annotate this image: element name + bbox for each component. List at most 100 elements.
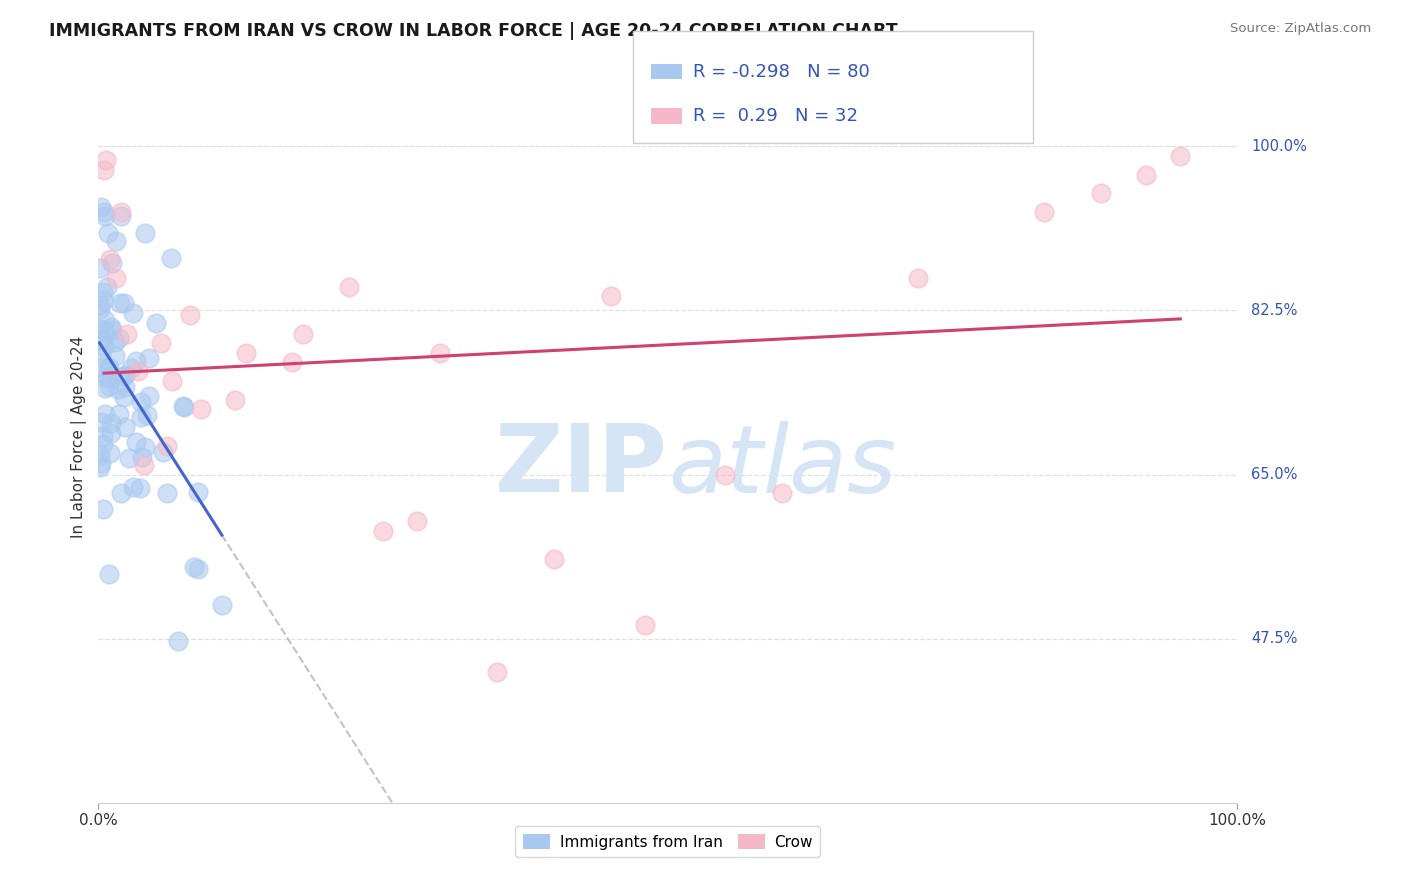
Point [91,285,114,300]
Point [108,407,131,421]
Point [112,296,135,310]
Text: 100.0%: 100.0% [1251,139,1306,154]
Point [131,450,153,464]
Point [714,467,737,482]
Point [104,234,127,248]
Point [187,562,209,576]
Point [129,394,152,409]
Point [127,364,149,378]
Point [1135,168,1157,182]
Point [104,270,127,285]
Point [97,378,120,392]
Point [162,374,184,388]
Point [173,400,195,414]
Point [89,322,111,336]
Point [96,371,118,385]
Point [96,280,118,294]
Point [156,440,179,454]
Point [187,485,209,500]
Point [406,515,429,529]
Point [110,205,132,219]
Point [1090,186,1112,201]
Point [114,420,136,434]
Point [112,368,135,383]
Y-axis label: In Labor Force | Age 20-24: In Labor Force | Age 20-24 [72,336,87,538]
Point [94,210,117,224]
Point [89,332,111,346]
Point [122,306,145,320]
Point [156,486,179,500]
Text: IMMIGRANTS FROM IRAN VS CROW IN LABOR FORCE | AGE 20-24 CORRELATION CHART: IMMIGRANTS FROM IRAN VS CROW IN LABOR FO… [49,22,898,40]
Point [132,458,155,473]
Point [108,296,131,310]
Point [110,209,132,223]
Point [1032,205,1054,219]
Point [97,370,120,384]
Point [152,445,174,459]
Point [172,399,194,413]
Text: R =  0.29   N = 32: R = 0.29 N = 32 [693,107,858,125]
Point [100,426,122,441]
Point [93,381,115,395]
Point [118,450,141,465]
Point [91,333,114,347]
Point [114,380,136,394]
Point [90,456,112,470]
Text: ZIP: ZIP [495,420,668,512]
Point [371,524,394,538]
Point [97,566,120,581]
Point [97,363,120,377]
Point [150,336,173,351]
Point [89,261,111,276]
Point [129,481,152,495]
Point [110,485,132,500]
Point [91,436,114,450]
Point [96,153,118,168]
Point [281,355,304,369]
Point [145,316,167,330]
Point [486,665,509,679]
Point [93,312,115,326]
Point [122,480,145,494]
Point [634,617,657,632]
Point [190,401,212,416]
Point [600,289,623,303]
Point [91,429,114,443]
Point [89,301,111,316]
Point [179,308,201,322]
Text: 82.5%: 82.5% [1251,303,1298,318]
Point [89,298,111,312]
Point [124,354,146,368]
Point [103,349,125,363]
Point [292,326,315,341]
Point [94,407,117,421]
Point [93,205,115,219]
Text: 65.0%: 65.0% [1251,467,1298,482]
Point [134,440,156,454]
Point [98,359,121,374]
Point [90,415,112,429]
Point [138,388,160,402]
Point [129,410,152,425]
Point [90,348,112,362]
Point [120,361,142,376]
Point [101,256,124,270]
Point [1170,149,1192,163]
Point [429,345,451,359]
Point [89,459,111,474]
Text: 47.5%: 47.5% [1251,632,1298,646]
Point [183,560,205,574]
Point [104,334,127,349]
Point [91,502,114,516]
Legend: Immigrants from Iran, Crow: Immigrants from Iran, Crow [515,826,821,857]
Point [98,446,121,460]
Text: R = -0.298   N = 80: R = -0.298 N = 80 [693,62,870,80]
Point [224,392,246,407]
Point [97,226,120,240]
Text: Source: ZipAtlas.com: Source: ZipAtlas.com [1230,22,1371,36]
Point [90,360,112,375]
Point [138,351,160,366]
Point [100,320,122,334]
Point [115,326,138,341]
Point [770,486,793,500]
